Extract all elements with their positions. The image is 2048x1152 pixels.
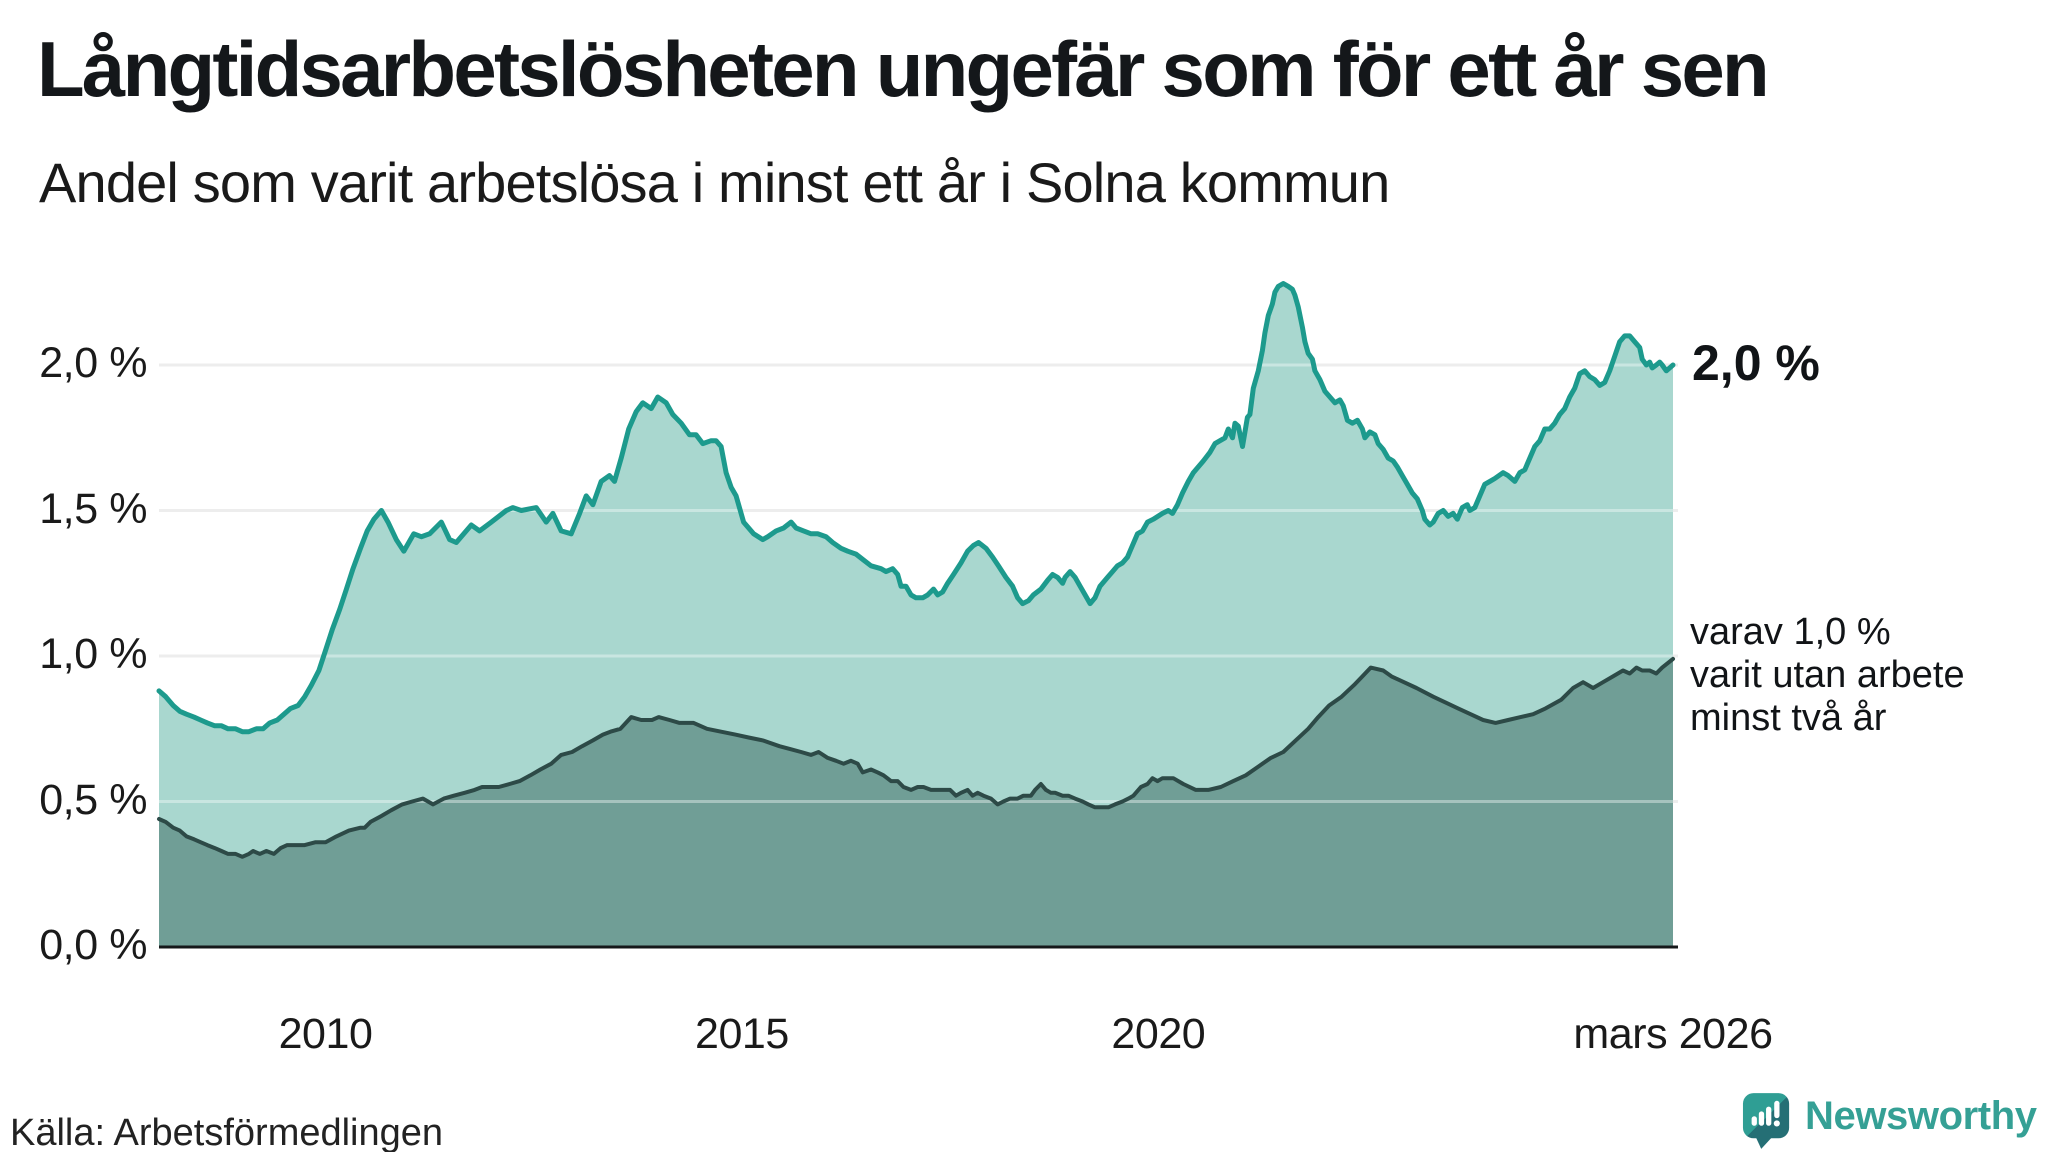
bar-2-icon: [1758, 1111, 1765, 1126]
source-note: Källa: Arbetsförmedlingen: [10, 1112, 444, 1152]
series-annotation: varav 1,0 % varit utan arbete minst två år: [1690, 611, 1965, 740]
exclamation-bar-icon: [1774, 1100, 1780, 1119]
newsworthy-logo: Newsworthy: [1742, 1092, 2037, 1150]
x-tick-label: mars 2026: [1573, 1010, 1773, 1058]
series-line: [157, 656, 1675, 859]
bar-1-icon: [1751, 1116, 1757, 1126]
brand-wordmark: Newsworthy: [1805, 1093, 2037, 1138]
x-tick-label: 2020: [1111, 1010, 1206, 1058]
exclamation-dot-icon: [1773, 1120, 1780, 1127]
newsworthy-logo-icon: [1742, 1093, 1790, 1149]
y-tick-label: 0,0 %: [39, 921, 147, 969]
bar-3-icon: [1766, 1106, 1772, 1126]
y-tick-label: 1,0 %: [39, 630, 147, 678]
page-title: Långtidsarbetslösheten ungefär som för e…: [37, 25, 1770, 113]
series-end-value-label: 2,0 %: [1692, 335, 1820, 391]
series-line: [156, 281, 1676, 735]
annotation-line: varit utan arbete: [1690, 654, 1965, 696]
y-tick-label: 0,5 %: [39, 775, 147, 824]
x-tick-label: 2010: [278, 1010, 373, 1058]
area-fill-1: [159, 658, 1673, 947]
x-tick-label: 2015: [694, 1010, 789, 1058]
annotation-line: minst två år: [1690, 697, 1887, 739]
y-tick-label: 2,0 %: [39, 339, 147, 387]
y-tick-label: 1,5 %: [39, 484, 147, 533]
annotation-line: varav 1,0 %: [1690, 611, 1891, 653]
page-subtitle: Andel som varit arbetslösa i minst ett å…: [39, 151, 1390, 214]
speech-bubble: [1742, 1093, 1790, 1139]
